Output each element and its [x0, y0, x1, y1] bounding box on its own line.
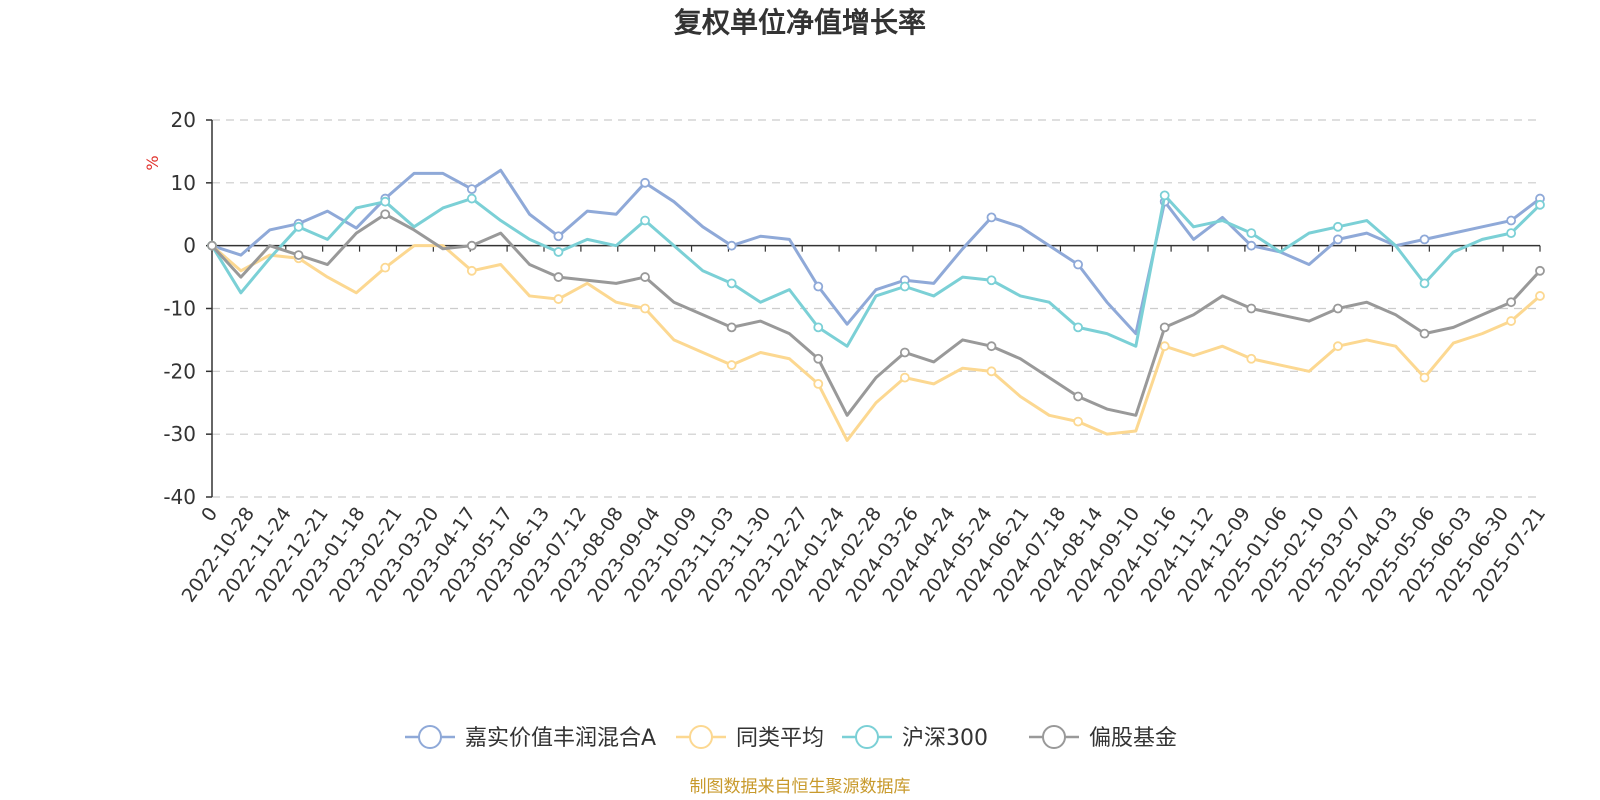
data-point	[1506, 316, 1517, 326]
data-point	[986, 341, 997, 352]
data-point	[813, 322, 824, 333]
data-point	[466, 193, 477, 204]
data-point	[986, 275, 997, 286]
y-axis-label: %	[143, 155, 162, 170]
series-line	[211, 168, 1541, 336]
data-point	[466, 240, 477, 251]
legend-item[interactable]: 嘉实价值丰润混合A	[405, 725, 656, 751]
chart-title: 复权单位净值增长率	[674, 6, 926, 39]
data-point	[1246, 303, 1257, 314]
data-point	[207, 240, 217, 251]
y-tick-label: -10	[163, 297, 196, 321]
y-tick-label: 10	[171, 171, 196, 195]
legend-label: 同类平均	[736, 726, 824, 751]
series-group	[207, 209, 1545, 417]
data-point	[1535, 199, 1545, 210]
legend-label: 嘉实价值丰润混合A	[465, 726, 656, 751]
series-group	[207, 240, 1545, 442]
data-point	[553, 247, 564, 257]
grid-lines	[212, 119, 1540, 498]
data-point	[986, 366, 997, 377]
data-point	[1246, 240, 1257, 251]
data-point	[466, 265, 477, 276]
data-point	[1159, 322, 1170, 333]
data-point	[1073, 259, 1083, 270]
data-point	[1159, 341, 1170, 352]
y-tick-label: 0	[183, 234, 196, 258]
legend-item[interactable]: 偏股基金	[1029, 725, 1177, 751]
data-point	[899, 372, 910, 383]
legend-marker	[418, 725, 442, 749]
data-point	[1506, 228, 1517, 239]
data-point	[899, 281, 910, 292]
data-point	[1073, 416, 1083, 427]
legend-marker	[855, 725, 879, 749]
source-note: 制图数据来自恒生聚源数据库	[690, 777, 911, 797]
y-tick-label: 20	[171, 108, 196, 132]
legend-item[interactable]: 同类平均	[676, 725, 824, 751]
data-point	[640, 272, 650, 282]
data-point	[899, 347, 910, 358]
data-point	[1073, 391, 1083, 402]
data-point	[640, 215, 650, 226]
legend-marker	[1042, 725, 1066, 749]
data-point	[813, 378, 824, 389]
data-point	[813, 353, 824, 364]
data-point	[1073, 322, 1083, 333]
y-tick-label: -20	[163, 359, 196, 383]
data-point	[293, 221, 304, 232]
legend-item[interactable]: 沪深300	[842, 725, 988, 751]
data-point	[726, 240, 737, 251]
data-point	[380, 209, 391, 220]
legend-label: 偏股基金	[1089, 726, 1177, 751]
data-point	[553, 231, 564, 242]
data-point	[380, 262, 391, 273]
data-point	[1506, 297, 1517, 308]
series-line	[211, 244, 1541, 442]
data-point	[1535, 265, 1545, 276]
series-line	[210, 212, 1542, 417]
data-point	[1333, 341, 1343, 352]
data-point	[553, 272, 564, 282]
data-point	[1419, 328, 1430, 339]
y-axis: 20 10 0 -10 -20 -30 -40	[163, 108, 213, 509]
y-tick-label: -40	[163, 485, 196, 509]
series-line	[210, 193, 1542, 348]
series-group	[207, 190, 1545, 348]
series-lines	[207, 168, 1545, 442]
data-point	[1333, 234, 1343, 245]
data-point	[1506, 215, 1517, 226]
data-point	[1159, 190, 1170, 201]
data-point	[380, 196, 391, 207]
legend-marker	[689, 725, 713, 749]
data-point	[726, 360, 737, 370]
data-point	[293, 250, 304, 260]
x-tick-label: 0	[197, 503, 222, 526]
data-point	[1246, 228, 1257, 239]
data-point	[466, 184, 477, 195]
data-point	[1419, 372, 1430, 383]
data-point	[813, 281, 824, 292]
data-point	[726, 278, 737, 289]
series-group	[207, 168, 1545, 336]
data-point	[726, 322, 737, 333]
data-point	[1535, 291, 1545, 301]
y-tick-label: -30	[163, 422, 196, 446]
data-point	[553, 294, 564, 304]
x-axis: 02022-10-282022-11-242022-12-212023-01-1…	[178, 244, 1550, 606]
data-point	[1333, 221, 1343, 232]
data-point	[1246, 353, 1257, 364]
data-point	[1419, 278, 1430, 289]
data-point	[640, 303, 650, 314]
data-point	[640, 177, 650, 188]
legend-label: 沪深300	[902, 726, 988, 751]
legend[interactable]: 嘉实价值丰润混合A 同类平均 沪深300 偏股基金	[405, 725, 1177, 751]
data-point	[1333, 303, 1343, 314]
data-point	[986, 212, 997, 223]
data-point	[1419, 234, 1430, 245]
